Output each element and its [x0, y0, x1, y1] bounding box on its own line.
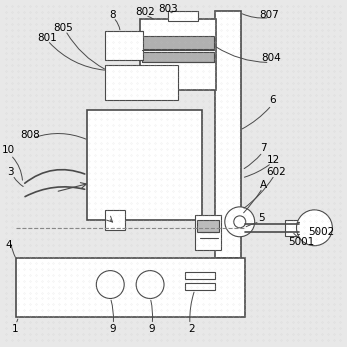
Text: 807: 807: [260, 10, 279, 20]
Bar: [105, 31, 143, 60]
Text: 805: 805: [53, 23, 73, 33]
Text: 9: 9: [149, 324, 155, 335]
Text: 5002: 5002: [308, 227, 335, 237]
Bar: [195, 215, 221, 250]
Bar: [16, 258, 245, 318]
Text: 5: 5: [258, 213, 265, 223]
Text: 9: 9: [109, 324, 116, 335]
Bar: [197, 220, 219, 232]
Text: 12: 12: [267, 155, 280, 165]
Bar: [185, 272, 215, 279]
Circle shape: [296, 210, 332, 246]
Text: 8: 8: [109, 10, 116, 20]
Text: 801: 801: [37, 33, 57, 43]
Text: 1: 1: [11, 324, 18, 335]
Text: 804: 804: [262, 53, 281, 64]
Text: 802: 802: [135, 7, 155, 17]
Bar: [168, 11, 198, 20]
Text: 5001: 5001: [288, 237, 315, 247]
Text: 803: 803: [158, 4, 178, 14]
Text: 602: 602: [267, 167, 287, 177]
Bar: [142, 35, 214, 50]
Text: 2: 2: [189, 324, 195, 335]
Text: 7: 7: [260, 143, 267, 153]
Text: 3: 3: [7, 167, 14, 177]
Bar: [105, 210, 125, 230]
Text: 10: 10: [2, 145, 15, 155]
Text: A: A: [260, 180, 267, 190]
Text: 4: 4: [5, 240, 12, 250]
Bar: [142, 52, 214, 62]
Bar: [285, 220, 299, 236]
Text: 808: 808: [21, 130, 41, 140]
Bar: [105, 66, 178, 100]
Text: 6: 6: [269, 95, 276, 105]
Bar: [87, 110, 202, 220]
Circle shape: [225, 207, 255, 237]
Bar: [185, 282, 215, 289]
Bar: [140, 19, 216, 90]
Bar: [215, 11, 241, 258]
